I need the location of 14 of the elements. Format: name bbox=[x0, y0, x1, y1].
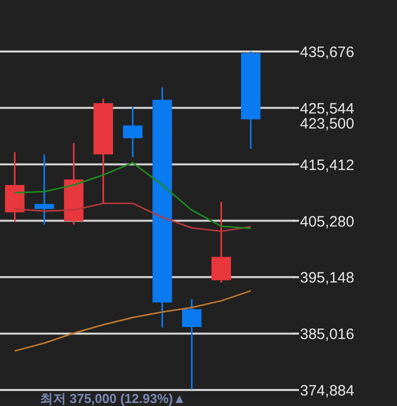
y-tick-label: 395,148 bbox=[300, 270, 354, 287]
y-tick-label: 374,884 bbox=[300, 382, 354, 400]
candlestick bbox=[182, 298, 202, 390]
text: 최저 375,000 (12.93%)▲ bbox=[40, 391, 186, 406]
y-tick-label: 415,412 bbox=[300, 156, 354, 174]
y-tick-label: 385,016 bbox=[300, 326, 354, 344]
candlestick bbox=[34, 154, 54, 226]
y-tick-label: 423,500 bbox=[300, 115, 354, 132]
candlestick bbox=[212, 200, 231, 284]
line-series bbox=[14, 290, 252, 352]
y-tick-label: 405,280 bbox=[300, 213, 354, 230]
candlestick bbox=[123, 106, 142, 158]
y-tick-label: 425,544 bbox=[300, 100, 354, 118]
y-tick-label: 435,676 bbox=[300, 44, 354, 61]
